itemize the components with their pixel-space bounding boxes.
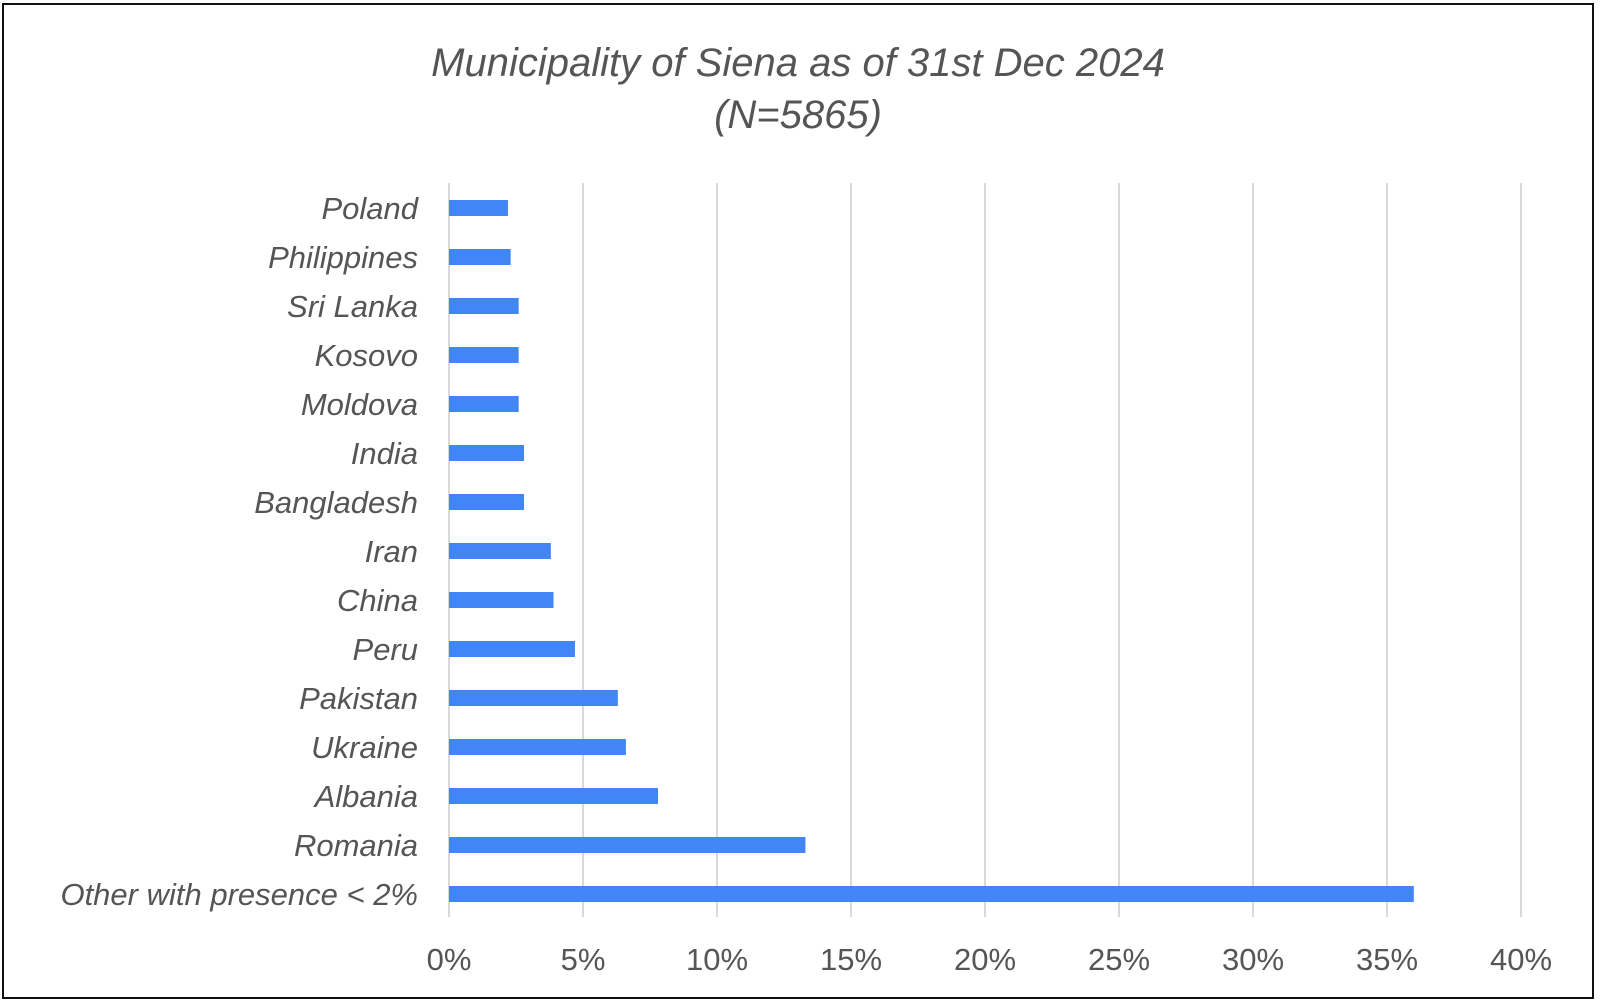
chart-subtitle: (N=5865): [714, 93, 882, 137]
x-tick-label: 25%: [1088, 942, 1150, 977]
bar: [449, 641, 575, 657]
bar: [449, 690, 618, 706]
bar: [449, 543, 551, 559]
bar: [449, 886, 1414, 902]
bar: [449, 739, 626, 755]
bar: [449, 788, 659, 804]
category-label: Peru: [353, 632, 418, 667]
category-label: Iran: [365, 534, 418, 569]
category-label: Other with presence < 2%: [60, 877, 418, 912]
x-tick-label: 0%: [427, 942, 472, 977]
category-label: Poland: [321, 191, 419, 226]
gridlines: [448, 183, 1522, 917]
bar: [449, 200, 508, 216]
x-tick-label: 30%: [1222, 942, 1284, 977]
category-label: Ukraine: [311, 730, 418, 765]
x-tick-label: 5%: [561, 942, 606, 977]
category-label: Moldova: [301, 387, 418, 422]
bar: [449, 494, 525, 510]
bar: [449, 592, 554, 608]
category-labels: Poland Philippines Sri Lanka Kosovo Moldova I…: [60, 191, 419, 912]
category-label: India: [351, 436, 418, 471]
x-tick-label: 40%: [1490, 942, 1552, 977]
category-label: Pakistan: [299, 681, 418, 716]
bars: [449, 200, 1414, 902]
bar: [449, 347, 519, 363]
x-tick-label: 15%: [820, 942, 882, 977]
bar: [449, 445, 525, 461]
category-label: Bangladesh: [254, 485, 418, 520]
category-label: Sri Lanka: [287, 289, 418, 324]
x-tick-label: 35%: [1356, 942, 1418, 977]
category-label: Romania: [294, 828, 418, 863]
category-label: Philippines: [268, 240, 418, 275]
x-tick-label: 20%: [954, 942, 1016, 977]
category-label: China: [337, 583, 418, 618]
bar: [449, 396, 519, 412]
category-label: Albania: [313, 779, 418, 814]
bar: [449, 298, 519, 314]
bar: [449, 837, 806, 853]
x-tick-labels: 0% 5% 10% 15% 20% 25% 30% 35% 40%: [427, 942, 1552, 977]
category-label: Kosovo: [315, 338, 418, 373]
chart-title: Municipality of Siena as of 31st Dec 202…: [431, 41, 1165, 85]
bar: [449, 249, 511, 265]
chart-frame: Municipality of Siena as of 31st Dec 202…: [2, 3, 1594, 999]
x-tick-label: 10%: [686, 942, 748, 977]
